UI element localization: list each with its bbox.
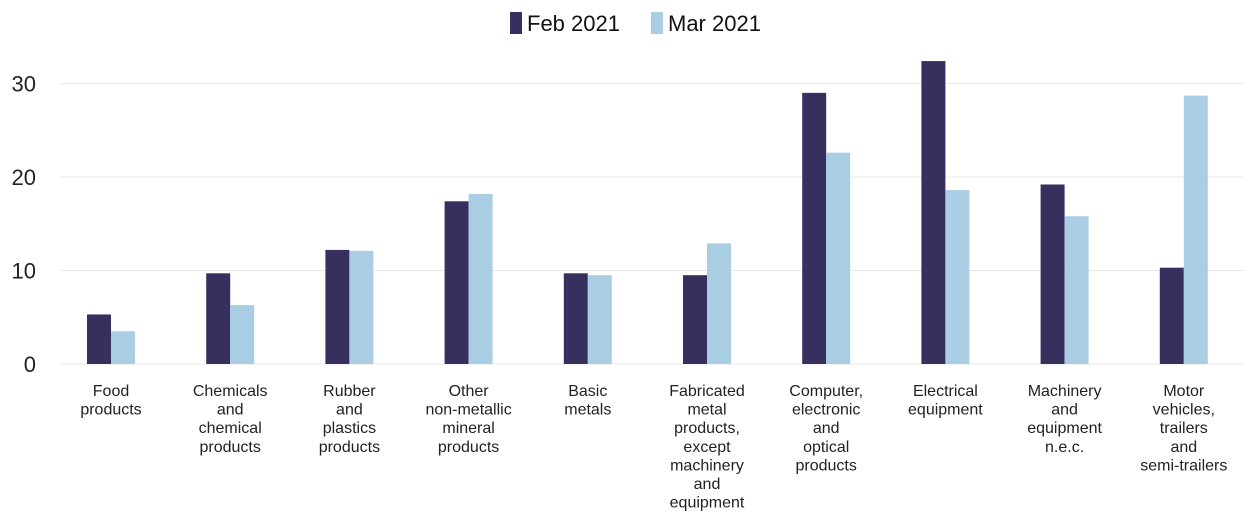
y-tick-label: 20 [12,165,36,190]
x-category-label-line: Motor [1163,383,1205,400]
x-category-label-line: optical [803,439,849,456]
x-category-label-line: Fabricated [669,383,745,400]
bar-feb-2021 [683,275,707,364]
x-category-label-line: and [336,402,363,419]
x-category-label-line: vehicles, [1153,402,1215,419]
bar-feb-2021 [325,249,350,364]
legend-label-mar-2021: Mar 2021 [668,11,761,36]
y-tick-label: 0 [24,352,36,377]
x-category-label: Rubber and plastics products [319,383,380,456]
y-tick-label: 30 [12,72,36,97]
bar-mar-2021 [468,193,493,364]
x-category-label-line: equipment [908,402,983,419]
bar-feb-2021 [444,201,469,364]
x-category-label: Other non-metallic mineral products [425,383,511,456]
x-category-label-line: products [796,457,857,474]
x-category-label-line: electronic [792,402,860,419]
x-category-label-line: plastics [323,420,376,437]
x-category-label-line: products [319,439,380,456]
bar-mar-2021 [349,250,374,364]
x-category-label-line: metal [687,402,726,419]
x-category-label-line: products [80,402,141,419]
bar-feb-2021 [802,92,827,364]
x-category-label-line: equipment [670,495,745,512]
x-category-label-line: Rubber [323,383,376,400]
x-category-label: Motor vehicles, trailers and semi-trailers [1140,383,1227,474]
bar-mar-2021 [826,152,851,364]
x-category-label-line: machinery [670,457,744,474]
x-category-label-line: Computer, [789,383,863,400]
x-category-label-line: Other [449,383,490,400]
x-category-label-line: semi-trailers [1140,457,1227,474]
bar-feb-2021 [1040,184,1065,364]
x-category-label-line: and [1051,402,1078,419]
x-category-label-line: Machinery [1028,383,1102,400]
x-category-label-line: and [813,420,840,437]
x-category-label-line: and [217,402,244,419]
x-category-label-line: equipment [1027,420,1102,437]
x-category-label: Chemicals and chemical products [193,383,268,456]
x-category-label: Food products [80,383,141,419]
bar-feb-2021 [1159,267,1184,364]
x-category-label-line: and [694,476,721,493]
x-category-label-line: and [1170,439,1197,456]
x-category-label-line: mineral [442,420,494,437]
bar-mar-2021 [587,275,612,364]
x-category-label-line: Electrical [913,383,978,400]
bar-mar-2021 [1183,95,1208,364]
legend-swatch-mar-2021 [651,12,663,34]
bar-mar-2021 [1064,216,1089,364]
x-category-label-line: metals [564,402,611,419]
x-category-label-line: chemical [199,420,262,437]
bar-feb-2021 [87,314,111,364]
bar-mar-2021 [230,305,255,364]
y-axis-tick-labels: 0 10 20 30 [12,72,36,378]
x-category-label-line: products [438,439,499,456]
bar-feb-2021 [563,273,588,364]
x-category-label: Fabricated metal products, except machinery a… [669,383,745,512]
x-category-label-line: products, [674,420,740,437]
bar-feb-2021 [206,273,231,364]
x-category-label: Machinery and equipment n.e.c. [1027,383,1102,456]
x-category-label: Basic metals [564,383,611,419]
x-category-label-line: products [200,439,261,456]
x-category-label-line: Chemicals [193,383,268,400]
legend: Feb 2021 Mar 2021 [510,11,761,36]
x-category-label-line: non-metallic [425,402,511,419]
bar-mar-2021 [111,331,135,364]
x-category-label-line: n.e.c. [1045,439,1084,456]
legend-label-feb-2021: Feb 2021 [527,11,620,36]
x-category-label: Computer, electronic and optical products [789,383,863,474]
bar-mar-2021 [945,190,970,364]
bar-feb-2021 [921,61,946,365]
x-category-label-line: Food [93,383,129,400]
legend-swatch-feb-2021 [510,12,522,34]
bar-mar-2021 [707,243,731,364]
x-category-label-line: trailers [1160,420,1208,437]
x-category-label-line: except [683,439,731,456]
x-category-label-line: Basic [568,383,607,400]
x-category-label: Electrical equipment [908,383,983,419]
y-tick-label: 10 [12,259,36,284]
bars [87,61,1208,365]
